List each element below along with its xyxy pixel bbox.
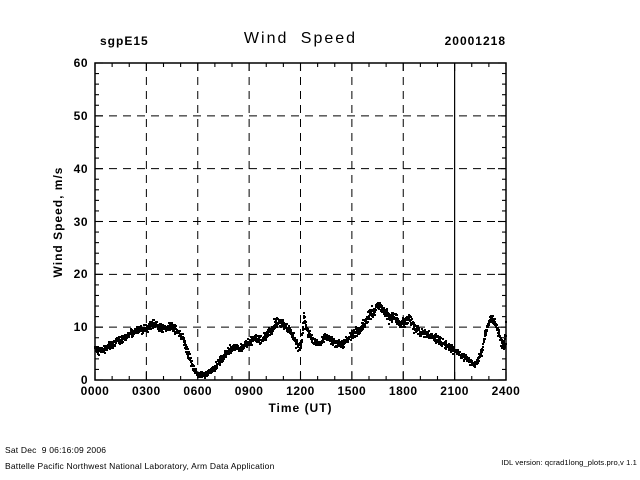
y-tick-label: 50 [73,108,88,123]
y-tick-label: 20 [73,267,88,282]
laboratory-attribution: Battelle Pacific Northwest National Labo… [5,461,275,471]
scatter-points [94,302,507,379]
x-tick-label: 1200 [286,384,315,398]
x-tick-label: 2100 [440,384,469,398]
y-tick-label: 10 [73,320,88,335]
y-tick-label: 40 [73,161,88,176]
x-tick-label: 0300 [132,384,161,398]
x-tick-label: 0000 [80,384,110,398]
plot-date-label: 20001218 [444,34,506,48]
plot-creation-timestamp: Sat Dec 9 06:16:09 2006 [5,445,107,455]
x-tick-label: 1500 [337,384,367,398]
x-tick-label: 0900 [234,384,264,398]
x-axis-title: Time (UT) [268,401,333,415]
idl-version-line: IDL version: qcrad1long_plots.pro,v 1.1 [501,457,637,467]
version-info-block: IDL version: qcrad1long_plots.pro,v 1.1 … [451,441,637,480]
y-tick-label: 60 [73,56,88,70]
x-tick-label: 1800 [388,384,418,398]
site-facility-label: sgpE15 [100,34,149,48]
y-tick-label: 30 [73,214,88,229]
y-tick-label: 0 [80,373,88,387]
x-tick-label: 0600 [183,384,213,398]
plot-border [94,62,507,381]
plot-title: Wind Speed [243,30,358,47]
x-tick-label: 2400 [491,384,521,398]
